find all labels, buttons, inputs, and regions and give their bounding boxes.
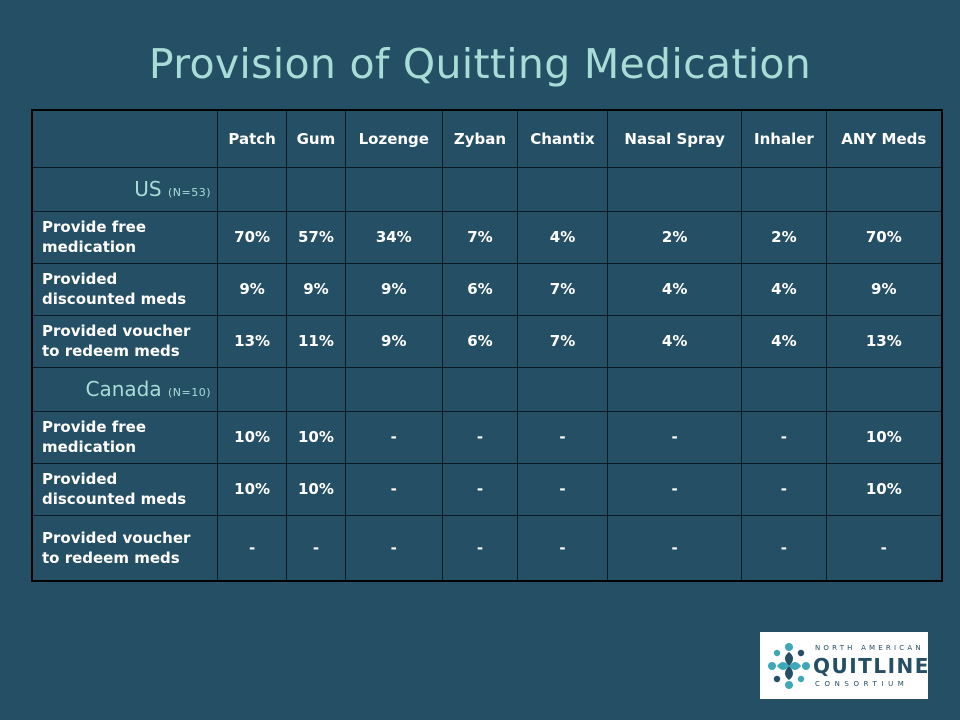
group-sample-size: (N=53) [167, 186, 211, 199]
table-row: Provided discounted meds 10% 10% - - - -… [31, 462, 943, 516]
row-label: Provide free medication [31, 210, 218, 264]
table-cell: - [344, 462, 443, 516]
logo-top-text: NORTH AMERICAN [815, 644, 924, 652]
table-cell: 13% [216, 314, 288, 368]
table-cell: 10% [825, 462, 943, 516]
table-cell: 10% [825, 410, 943, 464]
column-header: Gum [286, 109, 346, 168]
table-cell: - [344, 410, 443, 464]
table-cell: - [516, 514, 609, 582]
group-sample-size: (N=10) [167, 386, 211, 399]
table-cell: 10% [286, 410, 346, 464]
table-cell: 2% [741, 210, 827, 264]
table-cell: 4% [741, 314, 827, 368]
table-cell: 9% [825, 262, 943, 316]
table-cell: - [607, 514, 743, 582]
table-cell: - [344, 514, 443, 582]
table-cell: 7% [516, 314, 609, 368]
column-header: Nasal Spray [607, 109, 743, 168]
table-row: Provided discounted meds 9% 9% 9% 6% 7% … [31, 262, 943, 316]
table-cell: - [607, 462, 743, 516]
column-header: Zyban [441, 109, 518, 168]
group-row-us: US (N=53) [31, 166, 943, 212]
group-row-canada: Canada (N=10) [31, 366, 943, 412]
group-label-us: US (N=53) [31, 166, 218, 212]
column-header: Lozenge [344, 109, 443, 168]
table-cell: 10% [286, 462, 346, 516]
row-label: Provided voucher to redeem meds [31, 314, 218, 368]
table-cell: - [607, 410, 743, 464]
row-label: Provided voucher to redeem meds [31, 514, 218, 582]
table-row: Provide free medication 70% 57% 34% 7% 4… [31, 210, 943, 264]
table-cell: 70% [216, 210, 288, 264]
table-cell: - [216, 514, 288, 582]
row-label: Provide free medication [31, 410, 218, 464]
table-cell: 13% [825, 314, 943, 368]
column-header: ANY Meds [825, 109, 943, 168]
header-row: Patch Gum Lozenge Zyban Chantix Nasal Sp… [31, 109, 943, 168]
table-cell: 9% [216, 262, 288, 316]
quitline-logo: NORTH AMERICAN QUITLINE CONSORTIUM [760, 632, 928, 699]
slide-title: Provision of Quitting Medication [148, 40, 812, 88]
table-cell: - [825, 514, 943, 582]
table-cell: 9% [286, 262, 346, 316]
column-header: Chantix [516, 109, 609, 168]
table-cell: 11% [286, 314, 346, 368]
table-row: Provide free medication 10% 10% - - - - … [31, 410, 943, 464]
column-header: Patch [216, 109, 288, 168]
medication-table: Patch Gum Lozenge Zyban Chantix Nasal Sp… [31, 109, 943, 582]
table-cell: 9% [344, 314, 443, 368]
table-cell: 9% [344, 262, 443, 316]
group-name: US [134, 177, 162, 201]
table-cell: 4% [607, 262, 743, 316]
table-cell: - [741, 462, 827, 516]
group-name: Canada [85, 377, 162, 401]
table-cell: 6% [441, 314, 518, 368]
row-label: Provided discounted meds [31, 262, 218, 316]
table-cell: 70% [825, 210, 943, 264]
table-cell: - [441, 462, 518, 516]
group-label-canada: Canada (N=10) [31, 366, 218, 412]
table-cell: 7% [516, 262, 609, 316]
table-cell: - [741, 410, 827, 464]
pinwheel-logo-icon [768, 643, 810, 689]
logo-main-text: QUITLINE [813, 654, 930, 678]
table-cell: - [516, 410, 609, 464]
table-cell: 10% [216, 410, 288, 464]
table-cell: 2% [607, 210, 743, 264]
table-cell: - [441, 514, 518, 582]
column-header: Inhaler [741, 109, 827, 168]
table-cell: 6% [441, 262, 518, 316]
table-cell: - [516, 462, 609, 516]
table-cell: - [741, 514, 827, 582]
table-row: Provided voucher to redeem meds - - - - … [31, 514, 943, 582]
table-cell: 4% [516, 210, 609, 264]
row-label: Provided discounted meds [31, 462, 218, 516]
table-cell: 34% [344, 210, 443, 264]
table-cell: 10% [216, 462, 288, 516]
header-blank-cell [31, 109, 218, 168]
table-cell: 4% [607, 314, 743, 368]
table-cell: - [441, 410, 518, 464]
table-cell: - [286, 514, 346, 582]
table-row: Provided voucher to redeem meds 13% 11% … [31, 314, 943, 368]
table-cell: 4% [741, 262, 827, 316]
logo-bottom-text: CONSORTIUM [815, 680, 909, 688]
table-cell: 7% [441, 210, 518, 264]
table-cell: 57% [286, 210, 346, 264]
